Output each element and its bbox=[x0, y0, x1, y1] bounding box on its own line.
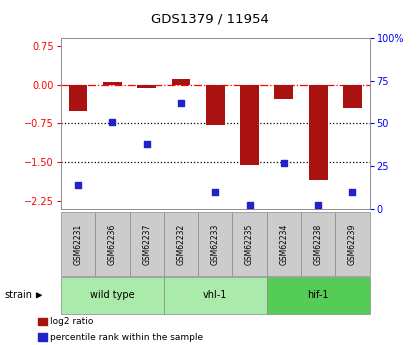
Point bbox=[75, 182, 81, 188]
Text: vhl-1: vhl-1 bbox=[203, 290, 228, 300]
Bar bbox=[240, 85, 259, 165]
Text: log2 ratio: log2 ratio bbox=[50, 317, 93, 326]
Point bbox=[349, 189, 356, 194]
Point bbox=[315, 203, 322, 208]
Text: GSM62235: GSM62235 bbox=[245, 224, 254, 265]
Point bbox=[246, 203, 253, 208]
Text: GSM62234: GSM62234 bbox=[279, 224, 289, 265]
Bar bbox=[68, 85, 87, 111]
Text: GSM62233: GSM62233 bbox=[211, 224, 220, 265]
Bar bbox=[137, 85, 156, 88]
Text: GDS1379 / 11954: GDS1379 / 11954 bbox=[151, 12, 269, 25]
Text: GSM62239: GSM62239 bbox=[348, 224, 357, 265]
Bar bbox=[103, 82, 122, 85]
Bar bbox=[206, 85, 225, 125]
Text: GSM62238: GSM62238 bbox=[314, 224, 323, 265]
Point bbox=[143, 141, 150, 147]
Text: GSM62232: GSM62232 bbox=[176, 224, 186, 265]
Text: percentile rank within the sample: percentile rank within the sample bbox=[50, 333, 203, 342]
Point bbox=[178, 100, 184, 106]
Text: GSM62231: GSM62231 bbox=[74, 224, 83, 265]
Bar bbox=[171, 79, 190, 85]
Text: hif-1: hif-1 bbox=[307, 290, 329, 300]
Text: wild type: wild type bbox=[90, 290, 135, 300]
Bar bbox=[343, 85, 362, 108]
Text: GSM62236: GSM62236 bbox=[108, 224, 117, 265]
Bar bbox=[274, 85, 293, 99]
Point bbox=[109, 119, 116, 125]
Text: strain: strain bbox=[4, 290, 32, 300]
Point bbox=[281, 160, 287, 165]
Point bbox=[212, 189, 219, 194]
Text: GSM62237: GSM62237 bbox=[142, 224, 151, 265]
Bar bbox=[309, 85, 328, 180]
